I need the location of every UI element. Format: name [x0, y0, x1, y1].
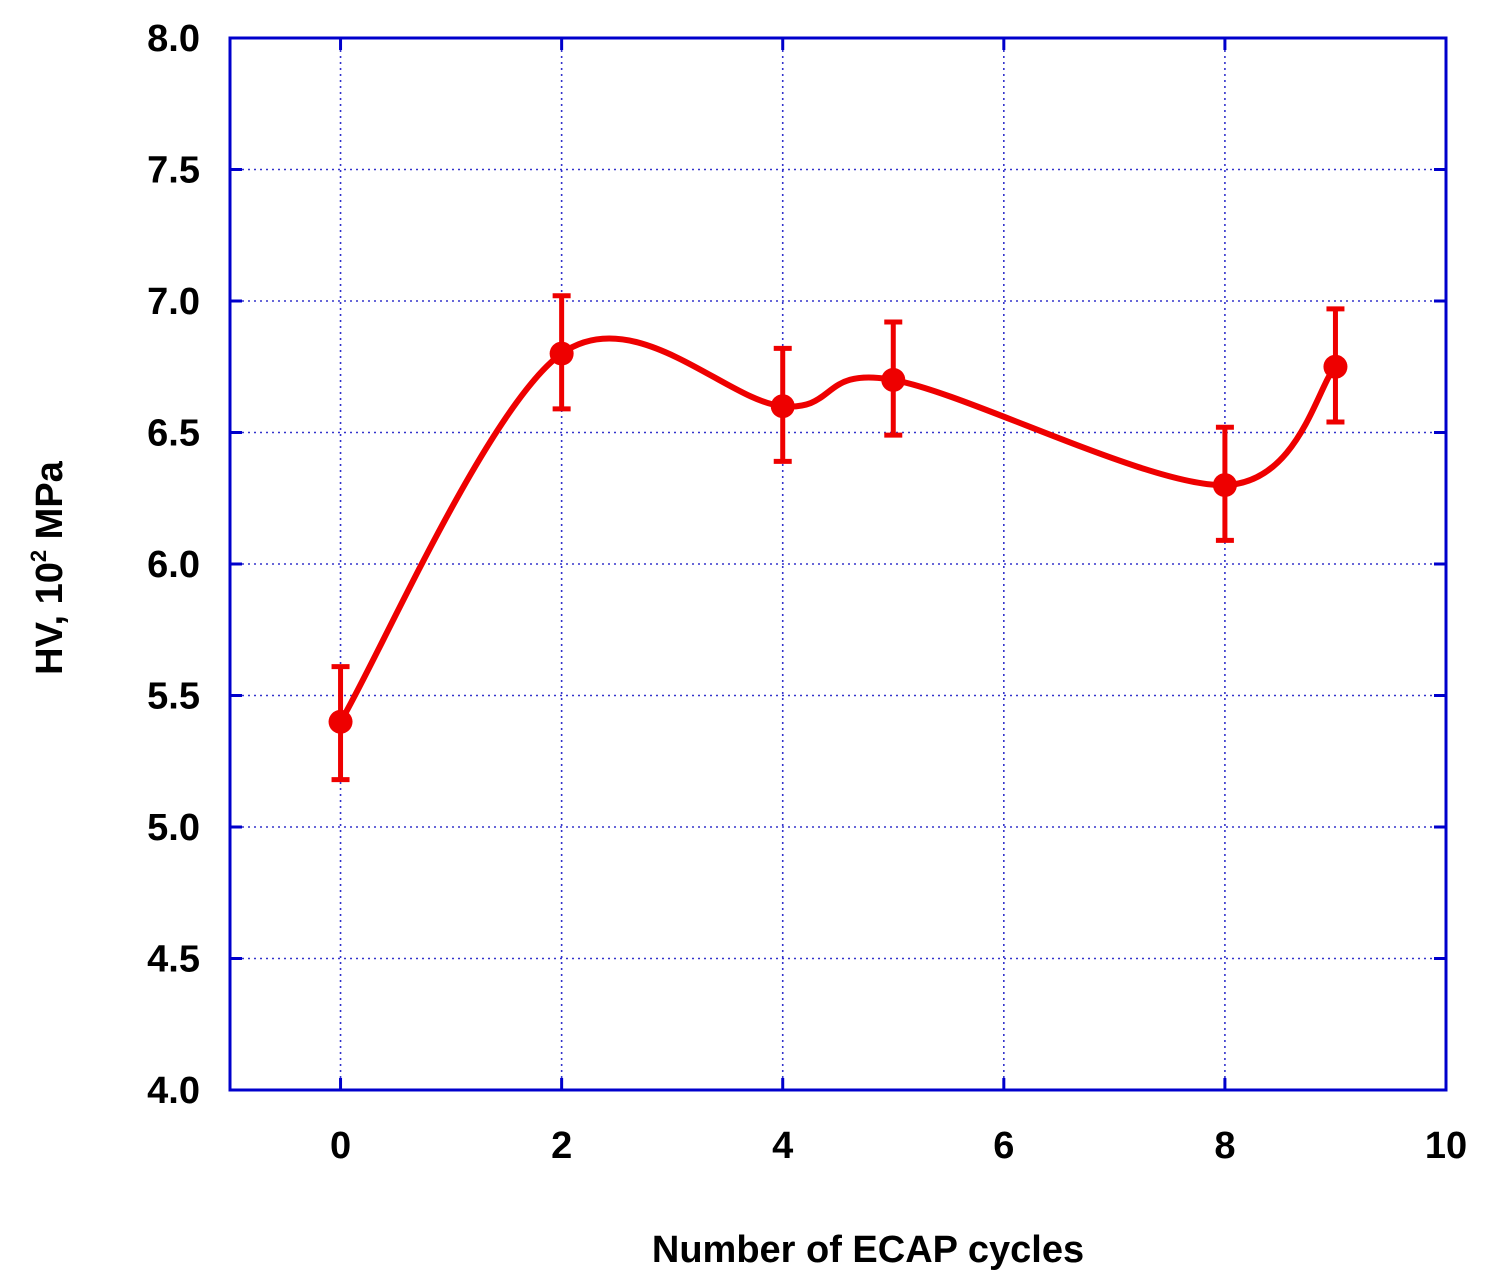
data-point — [328, 709, 353, 734]
y-tick-label: 6.5 — [147, 413, 200, 455]
x-tick-label: 0 — [330, 1125, 351, 1167]
y-tick-label: 4.0 — [147, 1070, 200, 1112]
y-axis-title-prefix: HV, 10 — [29, 562, 71, 675]
x-tick-label: 8 — [1214, 1125, 1235, 1167]
data-point — [881, 367, 906, 392]
y-axis-title: HV, 102 MPa — [26, 460, 71, 674]
data-point — [1212, 473, 1237, 498]
x-tick-label: 4 — [772, 1125, 793, 1167]
y-tick-label: 6.0 — [147, 544, 200, 586]
data-point — [1323, 354, 1348, 379]
y-tick-label: 7.5 — [147, 150, 200, 192]
y-axis-title-suffix: MPa — [29, 460, 71, 550]
y-tick-label: 7.0 — [147, 281, 200, 323]
x-tick-label: 2 — [551, 1125, 572, 1167]
y-tick-label: 4.5 — [147, 939, 200, 981]
x-tick-label: 10 — [1425, 1125, 1467, 1167]
y-tick-label: 5.5 — [147, 676, 200, 718]
y-tick-label: 5.0 — [147, 807, 200, 849]
series-line — [337, 335, 1338, 724]
y-tick-labels: 4.0 4.5 5.0 5.5 6.0 6.5 7.0 7.5 8.0 — [147, 18, 200, 1112]
axis-ticks — [230, 36, 1448, 1092]
data-point — [549, 341, 574, 366]
x-tick-label: 6 — [993, 1125, 1014, 1167]
data-point — [770, 394, 795, 419]
y-tick-label: 8.0 — [147, 18, 200, 60]
x-tick-labels: 0 2 4 6 8 10 — [330, 1125, 1467, 1167]
y-axis-title-superscript: 2 — [26, 550, 51, 562]
x-axis-title: Number of ECAP cycles — [652, 1229, 1084, 1271]
series-layer — [328, 293, 1348, 783]
grid — [230, 38, 1446, 1090]
